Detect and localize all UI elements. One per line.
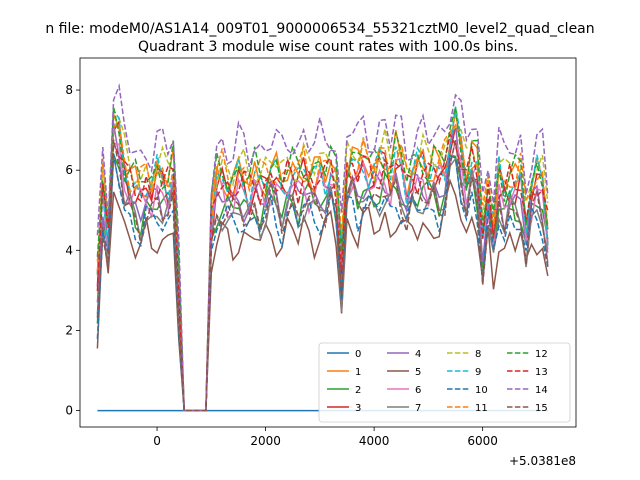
plot-area (96, 83, 549, 412)
legend-label-14: 14 (535, 385, 548, 396)
legend-label-7: 7 (415, 403, 421, 414)
chart-title: Quadrant 3 module wise count rates with … (138, 39, 518, 55)
legend-label-2: 2 (355, 385, 361, 396)
series-line-14 (96, 83, 549, 412)
legend-label-10: 10 (475, 385, 488, 396)
x-tick-label: 6000 (467, 434, 498, 448)
y-tick-label: 8 (65, 83, 73, 97)
series-line-5 (96, 178, 549, 412)
legend-label-11: 11 (475, 403, 488, 414)
series-line-15 (96, 139, 549, 412)
legend-label-1: 1 (355, 367, 361, 378)
legend-label-5: 5 (415, 367, 421, 378)
axes-frame (79, 57, 577, 428)
x-tick-label: 0 (153, 434, 161, 448)
x-axis-offset-label: +5.0381e8 (509, 454, 576, 468)
y-tick-label: 2 (65, 323, 73, 337)
y-tick-label: 4 (65, 243, 73, 257)
legend-label-6: 6 (415, 385, 421, 396)
x-axis: 0 2000 4000 6000 (153, 427, 498, 448)
legend-box (318, 342, 571, 423)
y-tick-label: 6 (65, 163, 73, 177)
y-axis: 0 2 4 6 8 (65, 83, 80, 418)
legend-label-4: 4 (415, 349, 421, 360)
series-line-12 (96, 106, 549, 412)
series-line-11 (96, 123, 549, 412)
legend-label-8: 8 (475, 349, 481, 360)
legend-label-13: 13 (535, 367, 548, 378)
legend-label-3: 3 (355, 403, 361, 414)
y-tick-label: 0 (65, 404, 73, 418)
series-line-13 (96, 132, 549, 412)
series-line-7 (96, 155, 549, 412)
x-tick-label: 2000 (250, 434, 281, 448)
legend-label-0: 0 (355, 349, 361, 360)
legend-label-15: 15 (535, 403, 548, 414)
legend-label-9: 9 (475, 367, 481, 378)
legend-label-12: 12 (535, 349, 548, 360)
series-line-10 (96, 153, 549, 412)
figure-suptitle: n file: modeM0/AS1A14_009T01_9000006534_… (45, 21, 594, 37)
x-tick-label: 4000 (359, 434, 390, 448)
